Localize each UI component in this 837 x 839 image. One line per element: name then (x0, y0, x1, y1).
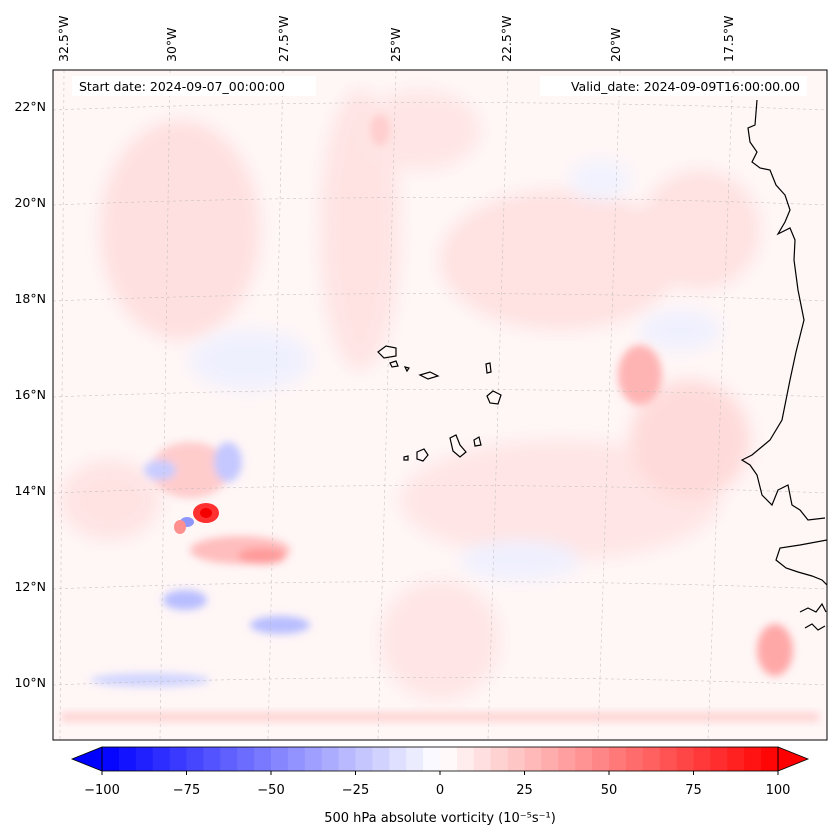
start-date-box (72, 76, 316, 96)
africa-coastline (740, 99, 826, 521)
lon-label: 17.5°W (721, 16, 736, 62)
lon-label: 27.5°W (276, 16, 291, 62)
colorbar-ticks (101, 771, 779, 775)
valid-date-label: Valid_date: 2024-09-09T16:00:00.00 (571, 79, 800, 94)
colorbar-swatch (338, 747, 357, 771)
colorbar-tick-label: −50 (257, 783, 284, 798)
colorbar-swatch (558, 747, 576, 771)
colorbar-tick-label: 75 (685, 783, 702, 798)
colorbar-swatch (186, 747, 204, 771)
colorbar-swatch (490, 747, 509, 771)
colorbar-label: 500 hPa absolute vorticity (10⁻⁵s⁻¹) (324, 811, 556, 826)
island-maio (473, 436, 482, 447)
colorbar-max-extend-arrow (777, 746, 810, 772)
colorbar-swatch (440, 747, 458, 771)
colorbar-swatch (609, 747, 627, 771)
lat-label: 16°N (14, 387, 46, 402)
latitude-labels: 22°N 20°N 18°N 16°N 14°N 12°N 10°N (14, 99, 46, 690)
colorbar-swatch (287, 747, 306, 771)
colorbar-min-extend-arrow (70, 746, 103, 772)
colorbar-swatch (355, 747, 373, 771)
colorbar-swatch (372, 747, 390, 771)
colorbar-tick-labels: −100 −75 −50 −25 0 25 50 75 100 (84, 783, 790, 798)
lat-label: 10°N (14, 675, 46, 690)
colorbar-swatch (423, 747, 441, 771)
colorbar-tick-label: −25 (342, 783, 369, 798)
colorbar-swatch (507, 747, 526, 771)
lat-label: 22°N (14, 99, 46, 114)
coastlines (740, 99, 827, 631)
senegal-gambia-coast (775, 539, 827, 586)
lon-label: 22.5°W (499, 16, 514, 62)
island-santo-antao (377, 345, 397, 359)
island-santiago (449, 434, 467, 458)
colorbar-swatch (473, 747, 492, 771)
lat-label: 14°N (14, 483, 46, 498)
colorbar-swatch (456, 747, 475, 771)
start-date-label: Start date: 2024-09-07_00:00:00 (79, 79, 285, 94)
longitude-labels: 32.5°W 30°W 27.5°W 25°W 22.5°W 20°W 17.5… (56, 16, 736, 62)
map-frame (52, 69, 828, 741)
lat-label: 20°N (14, 195, 46, 210)
island-sal (485, 362, 492, 374)
colorbar-swatch (135, 747, 154, 771)
lon-label: 20°W (608, 27, 623, 62)
island-sao-vicente (389, 360, 399, 368)
colorbar-tick-label: 100 (766, 783, 791, 798)
colorbar-swatch (727, 747, 745, 771)
colorbar-swatch (575, 747, 593, 771)
lat-label: 18°N (14, 291, 46, 306)
island-sao-nicolau (418, 371, 440, 380)
colorbar-swatch (118, 747, 137, 771)
lon-label: 25°W (388, 27, 403, 62)
valid-date-box (540, 76, 807, 96)
lon-label: 32.5°W (56, 16, 71, 62)
colorbar-swatch (389, 747, 407, 771)
island-boa-vista (486, 390, 502, 405)
colorbar-swatch (321, 747, 340, 771)
colorbar-swatch (169, 747, 188, 771)
colorbar-swatch (659, 747, 678, 771)
island-fogo (416, 448, 429, 462)
colorbar-tick-label: 0 (436, 783, 444, 798)
colorbar-swatch (642, 747, 661, 771)
colorbar-swatch (592, 747, 610, 771)
colorbar-swatch (152, 747, 171, 771)
colorbar-tick-label: 50 (601, 783, 618, 798)
colorbar-swatch (625, 747, 644, 771)
colorbar-swatch (203, 747, 221, 771)
colorbar-tick-label: −75 (173, 783, 200, 798)
colorbar-swatch (761, 747, 779, 771)
gridlines (53, 70, 827, 740)
vorticity-field (60, 90, 820, 722)
colorbar-swatch (271, 747, 289, 771)
map-panel: Start date: 2024-09-07_00:00:00 Valid_da… (52, 69, 828, 741)
colorbar-swatch (541, 747, 559, 771)
colorbar-swatch (220, 747, 238, 771)
island-santa-luzia (403, 366, 410, 373)
colorbar-tick-label: 25 (516, 783, 533, 798)
lon-label: 30°W (164, 27, 179, 62)
colorbar-swatches (102, 747, 779, 771)
cape-verde-islands (377, 345, 502, 462)
colorbar-swatch (406, 747, 424, 771)
colorbar-swatch (744, 747, 762, 771)
lat-label: 12°N (14, 579, 46, 594)
colorbar-swatch (676, 747, 695, 771)
guinea-bissau-islands (799, 602, 827, 631)
colorbar-swatch (237, 747, 255, 771)
colorbar-swatch (710, 747, 728, 771)
colorbar-swatch (693, 747, 711, 771)
colorbar-swatch (254, 747, 272, 771)
colorbar-swatch (524, 747, 542, 771)
colorbar-tick-label: −100 (84, 783, 120, 798)
colorbar-swatch (304, 747, 323, 771)
island-brava (403, 455, 409, 461)
colorbar-swatch (102, 747, 120, 771)
colorbar: −100 −75 −50 −25 0 25 50 75 100 500 hPa … (70, 746, 810, 826)
